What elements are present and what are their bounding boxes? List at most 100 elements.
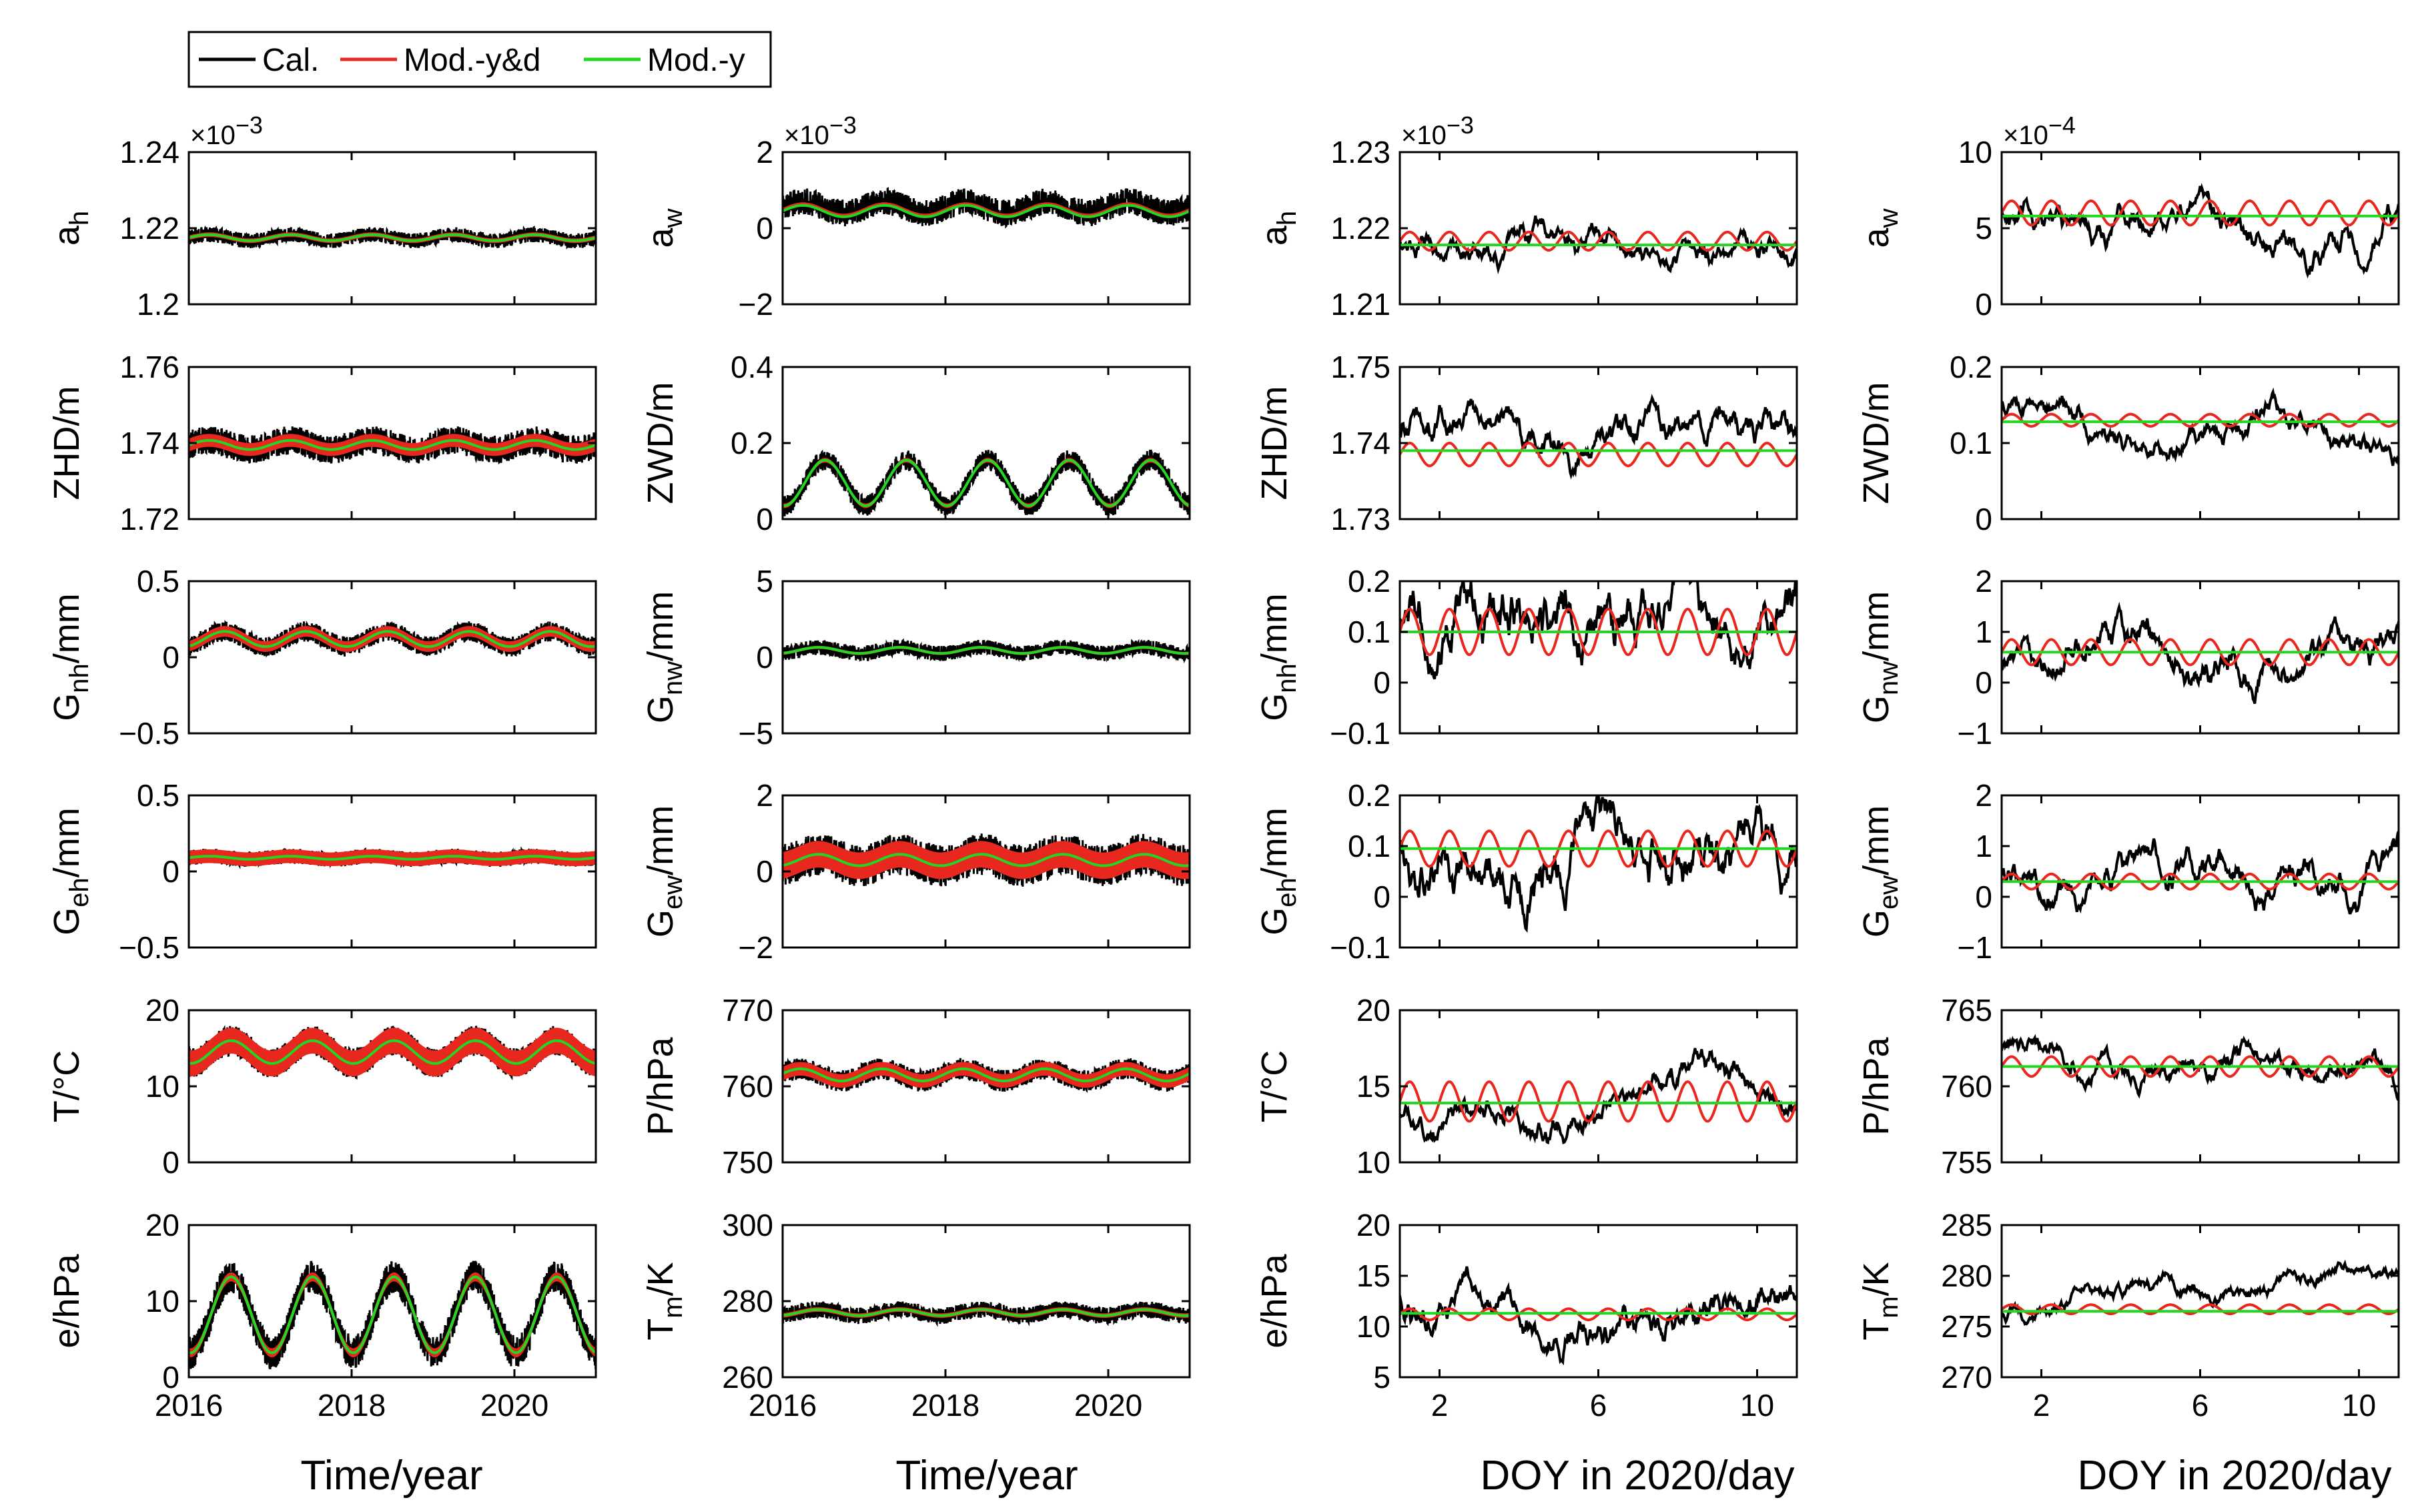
series-mod-y-Geh-years — [189, 855, 596, 861]
series-mod-y-ZHD-years — [189, 438, 596, 451]
ytick-label: 15 — [1356, 1258, 1390, 1293]
ylabel: Gnh/mm — [1254, 593, 1302, 721]
ytick-label: 1.23 — [1330, 135, 1390, 169]
ytick-label: 260 — [722, 1360, 773, 1395]
legend: Cal. Mod.-y&d Mod.-y — [187, 31, 772, 88]
ytick-label: 755 — [1941, 1145, 1992, 1180]
ytick-label: −0.5 — [119, 716, 179, 751]
panel-e-years: 0 10 20 2016 2018 2020 e/hPa — [47, 1208, 597, 1423]
ytick-label: 0 — [756, 640, 773, 675]
ytick-label: 1.75 — [1330, 350, 1390, 384]
ytick-label: 0.1 — [1348, 615, 1390, 649]
ytick-label: −0.1 — [1330, 930, 1390, 965]
series-mod-y-Gew-years — [783, 853, 1190, 867]
ylabel: Gnw/mm — [641, 591, 688, 723]
ytick-label: 1 — [1975, 829, 1992, 863]
panel-P-doy: 755 760 765 P/hPa — [1856, 993, 2400, 1180]
ylabel: T/°C — [1254, 1050, 1294, 1123]
ylabel: Gnw/mm — [1856, 591, 1904, 723]
xtick-label: 2 — [2033, 1388, 2050, 1423]
ytick-label: 285 — [1941, 1208, 1992, 1242]
ytick-label: 0 — [1373, 665, 1390, 700]
ytick-label: −5 — [739, 716, 773, 751]
panel-Gnh-years: −0.5 0 0.5 Gnh/mm — [47, 564, 597, 751]
legend-label-mod-y: Mod.-y — [647, 43, 745, 78]
ylabel: Tm/K — [1856, 1262, 1904, 1340]
ytick-label: 1.74 — [119, 426, 179, 460]
series-cal-a_w-years — [783, 187, 1190, 229]
axes-frame — [1398, 366, 1798, 520]
ytick-label: 10 — [1958, 135, 1992, 169]
xtick-label: 10 — [2342, 1388, 2376, 1423]
axes-frame — [1398, 151, 1798, 306]
axes-frame — [187, 794, 597, 949]
panel-a_w-years: −2 0 2 ×10−3 aw — [641, 111, 1191, 322]
series-mod-yd-band-Tm-years — [783, 1307, 1190, 1318]
series-mod-yd-ZWD-doy — [2002, 412, 2399, 428]
ytick-label: 1.76 — [119, 350, 179, 384]
ytick-label: 2 — [756, 135, 773, 169]
ytick-label: 0.1 — [1348, 829, 1390, 863]
series-mod-y-Gnw-years — [783, 646, 1190, 655]
panel-a_h-doy: 1.21 1.22 1.23 ×10−3 ah — [1254, 111, 1798, 322]
legend-label-mod-yd: Mod.-y&d — [404, 43, 540, 78]
ytick-label: 1.74 — [1330, 426, 1390, 460]
panel-ZWD-years: 0 0.2 0.4 ZWD/m — [641, 350, 1191, 536]
series-cal-Gnh-doy — [1400, 581, 1797, 680]
ylabel: P/hPa — [1856, 1036, 1896, 1135]
ylabel: ZHD/m — [47, 386, 87, 500]
ytick-label: 300 — [722, 1208, 773, 1242]
panel-Geh-doy: −0.1 0 0.1 0.2 Geh/mm — [1254, 778, 1798, 965]
ytick-label: 0 — [162, 1145, 179, 1180]
ytick-label: −2 — [739, 287, 773, 322]
ytick-label: 1.73 — [1330, 502, 1390, 536]
ytick-label: 1 — [1975, 615, 1992, 649]
ytick-label: 2 — [1975, 778, 1992, 813]
ytick-label: 280 — [1941, 1258, 1992, 1293]
xtick-label: 2020 — [1074, 1388, 1142, 1423]
axes-frame — [1398, 1009, 1798, 1164]
panel-ZHD-doy: 1.73 1.74 1.75 ZHD/m — [1254, 350, 1798, 536]
ytick-label: 1.24 — [119, 135, 179, 169]
axes-frame — [187, 580, 597, 735]
ytick-label: 0.5 — [137, 778, 179, 813]
ytick-label: −0.5 — [119, 930, 179, 965]
ytick-label: 20 — [1356, 993, 1390, 1028]
panel-grid: 1.21.221.24 ×10−3ah−202 ×10−3aw1.211.221.2… — [47, 111, 2400, 1423]
axes-frame — [781, 366, 1191, 520]
exponent-label: ×10−3 — [784, 111, 857, 150]
ytick-label: 765 — [1941, 993, 1992, 1028]
xlabel-doy-col4: DOY in 2020/day — [2077, 1453, 2391, 1499]
ytick-label: 5 — [1975, 211, 1992, 246]
ytick-label: 10 — [1356, 1145, 1390, 1180]
panel-T-years: 0 10 20 T/°C — [47, 993, 597, 1180]
legend-label-cal: Cal. — [262, 43, 319, 78]
xtick-label: 2 — [1431, 1388, 1449, 1423]
ylabel: ZWD/m — [641, 382, 681, 504]
ytick-label: −0.1 — [1330, 716, 1390, 751]
series-mod-yd-band-Gew-years — [783, 841, 1190, 879]
ytick-label: 270 — [1941, 1360, 1992, 1395]
xtick-label: 6 — [2192, 1388, 2209, 1423]
xtick-label: 6 — [1590, 1388, 1607, 1423]
ytick-label: 20 — [145, 1208, 179, 1242]
ytick-label: 2 — [756, 778, 773, 813]
ytick-label: 0 — [162, 1360, 179, 1395]
panel-Tm-doy: 270 275 280 285 2 6 10 Tm/K — [1856, 1208, 2400, 1423]
panel-Gnw-doy: −1 0 1 2 Gnw/mm — [1856, 564, 2400, 751]
ytick-label: 760 — [722, 1069, 773, 1104]
ytick-label: 0.1 — [1950, 426, 1992, 460]
series-mod-y-ZWD-years — [783, 458, 1190, 508]
ylabel: e/hPa — [47, 1253, 87, 1348]
series-mod-yd-Tm-doy — [2002, 1303, 2399, 1315]
series-mod-y-Gnh-years — [189, 630, 596, 648]
ytick-label: 0 — [162, 640, 179, 675]
panel-a_h-years: 1.2 1.22 1.24 ×10−3 ah — [47, 111, 597, 322]
ylabel: e/hPa — [1254, 1253, 1294, 1348]
ytick-label: 0.4 — [731, 350, 773, 384]
ytick-label: 10 — [145, 1284, 179, 1318]
series-cal-Gnw-years — [783, 638, 1190, 664]
ytick-label: 0 — [756, 854, 773, 889]
series-cal-Gew-doy — [2002, 831, 2399, 915]
series-mod-y-Tm-years — [783, 1308, 1190, 1317]
